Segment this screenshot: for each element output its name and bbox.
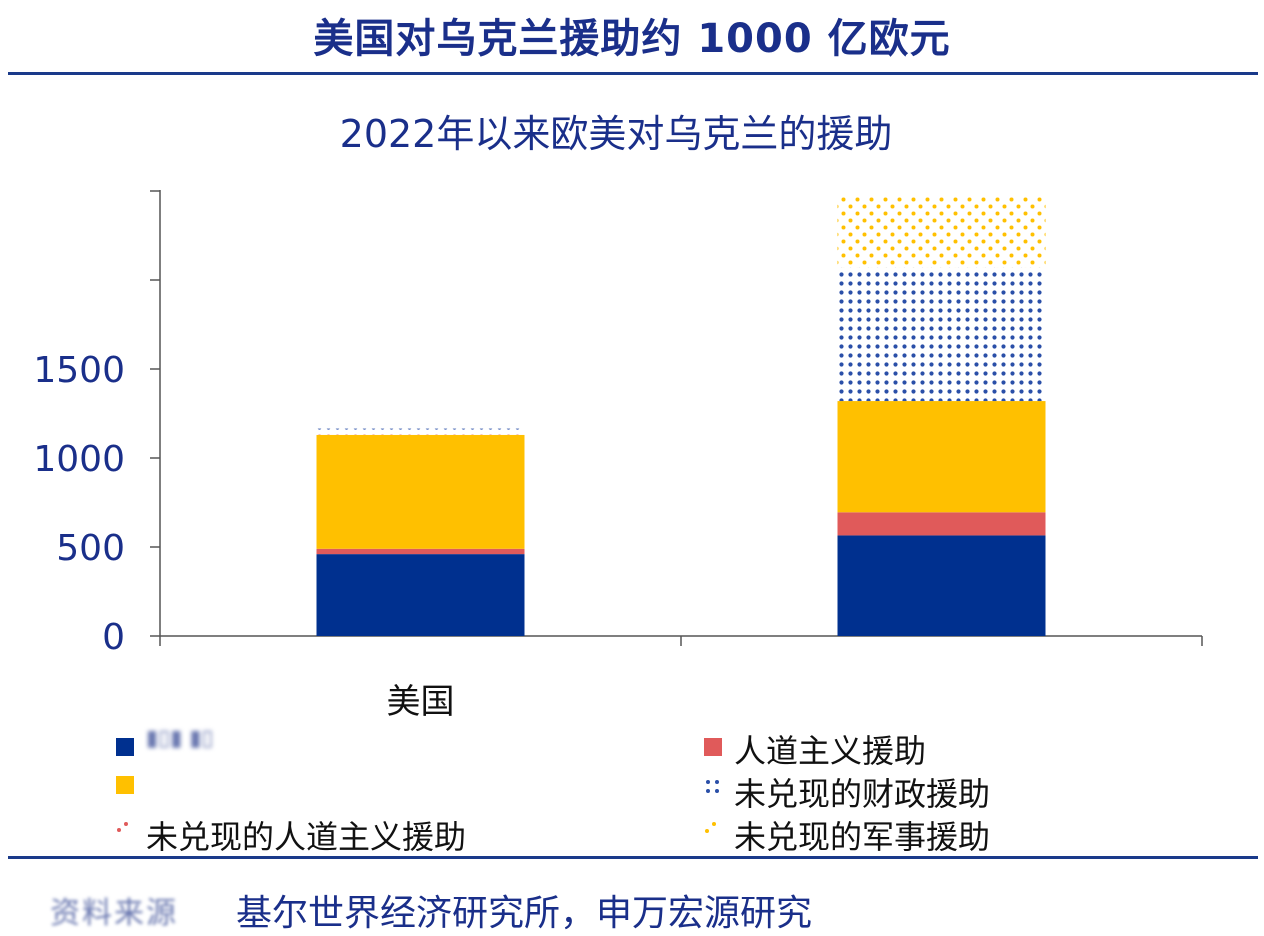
x-axis-labels: 美国 bbox=[387, 682, 455, 722]
bar-segment-0-0 bbox=[316, 554, 525, 636]
source-text: 基尔世界经济研究所，申万宏源研究 bbox=[236, 893, 813, 934]
legend-swatch-blue-solid bbox=[116, 738, 134, 756]
chart-title: 2022年以来欧美对乌克兰的援助 bbox=[340, 112, 893, 156]
top-divider bbox=[8, 72, 1258, 75]
legend-label-pending-financial: 未兑现的财政援助 bbox=[734, 775, 991, 813]
bottom-divider bbox=[8, 856, 1258, 859]
legend-label-pending-military: 未兑现的军事援助 bbox=[734, 818, 991, 856]
bar-segment-1-4 bbox=[837, 267, 1046, 402]
y-tick-label: 500 bbox=[56, 528, 125, 569]
legend-label-blurred-1: ▮▯▮ ▮▯ bbox=[146, 726, 214, 751]
legend-swatch-yellow-dots bbox=[704, 820, 718, 834]
bar-segment-1-0 bbox=[837, 535, 1046, 636]
bar-segment-0-4 bbox=[316, 428, 525, 434]
legend-swatch-red-solid bbox=[704, 738, 722, 756]
x-category-label: 美国 bbox=[387, 682, 455, 722]
bar-segment-0-3 bbox=[316, 433, 525, 435]
legend-swatch-yellow-solid bbox=[116, 776, 134, 794]
y-tick-label: 1500 bbox=[33, 350, 125, 391]
bar-segment-0-1 bbox=[316, 548, 525, 555]
legend-swatch-red-dots bbox=[116, 820, 128, 832]
y-tick-label: 0 bbox=[102, 617, 125, 658]
chart-bars bbox=[316, 196, 1046, 636]
source-label-blurred: 资料来源 bbox=[50, 896, 178, 931]
bar-segment-1-1 bbox=[837, 512, 1046, 536]
chart-axes: 0 500 1000 1500 bbox=[33, 190, 1203, 658]
page-headline: 美国对乌克兰援助约 1000 亿欧元 bbox=[313, 16, 951, 62]
bar-segment-1-2 bbox=[837, 401, 1046, 513]
legend-label-pending-humanitarian: 未兑现的人道主义援助 bbox=[146, 818, 467, 856]
legend-swatch-blue-dots bbox=[704, 778, 722, 796]
stacked-bar-chart: 2022年以来欧美对乌克兰的援助 0 500 1000 1500 美国 bbox=[33, 112, 1203, 722]
bar-segment-1-5 bbox=[837, 196, 1046, 268]
y-tick-label: 1000 bbox=[33, 439, 125, 480]
bar-segment-0-2 bbox=[316, 434, 525, 549]
legend-label-humanitarian: 人道主义援助 bbox=[734, 732, 927, 770]
